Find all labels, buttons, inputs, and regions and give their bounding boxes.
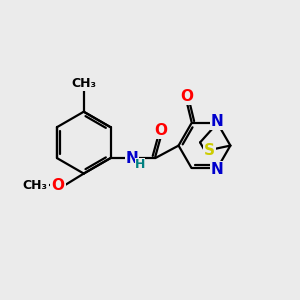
Text: N: N xyxy=(211,162,224,177)
Text: O: O xyxy=(154,123,167,138)
Text: CH₃: CH₃ xyxy=(23,179,48,192)
Text: CH₃: CH₃ xyxy=(71,77,96,90)
Text: O: O xyxy=(52,178,64,193)
Text: H: H xyxy=(135,158,145,171)
Text: O: O xyxy=(181,88,194,104)
Text: N: N xyxy=(125,151,138,166)
Text: N: N xyxy=(211,114,224,129)
Text: S: S xyxy=(204,143,215,158)
